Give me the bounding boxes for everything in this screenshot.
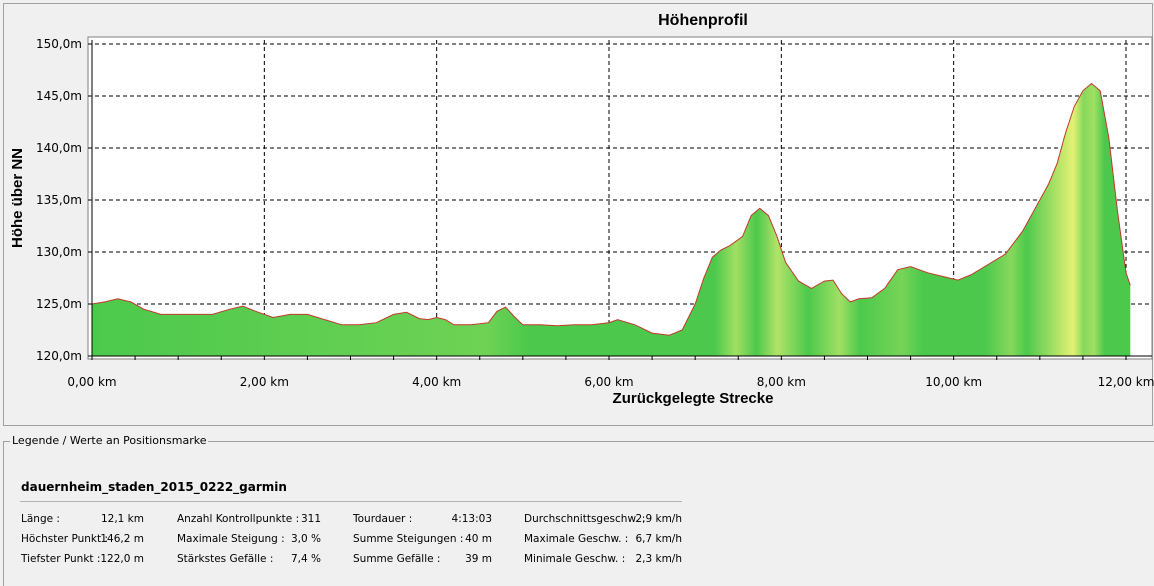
stat-value: 3,0 % xyxy=(290,533,321,545)
stat-value: 39 m xyxy=(465,553,492,565)
y-tick-label: 120,0m xyxy=(36,349,82,363)
stat-label: Maximale Geschw. : xyxy=(524,533,629,545)
elevation-chart: 0,00 km 2,00 km 4,00 km 6,00 km 8,00 km 10,00… xyxy=(9,12,1154,407)
stat-label: Länge : xyxy=(21,513,60,525)
stat-label: Durchschnittsgeschw. : xyxy=(524,513,646,525)
x-axis-label: Zurückgelegte Strecke xyxy=(613,390,774,407)
stat-label: Anzahl Kontrollpunkte : xyxy=(177,513,300,525)
x-tick-label: 12,00 km xyxy=(1098,375,1154,389)
stat-value: 4:13:03 xyxy=(451,513,492,525)
stat-value: 2,9 km/h xyxy=(635,513,682,525)
x-tick-label: 10,00 km xyxy=(925,375,982,389)
x-tick-label: 2,00 km xyxy=(240,375,289,389)
y-tick-label: 150,0m xyxy=(36,37,82,51)
stat-label: Summe Gefälle : xyxy=(353,553,441,565)
stat-value: 2,3 km/h xyxy=(635,553,682,565)
stat-value: 311 xyxy=(300,513,321,525)
stat-label: Summe Steigungen : xyxy=(353,533,464,545)
x-tick-label: 4,00 km xyxy=(412,375,461,389)
stat-label: Stärkstes Gefälle : xyxy=(177,553,274,565)
stat-label: Tourdauer : xyxy=(353,513,413,525)
stat-label: Höchster Punkt : xyxy=(21,533,108,545)
stat-label: Tiefster Punkt : xyxy=(21,553,101,565)
x-tick-label: 8,00 km xyxy=(757,375,806,389)
y-tick-label: 135,0m xyxy=(36,193,82,207)
y-tick-label: 145,0m xyxy=(36,89,82,103)
legend-group: Legende / Werte an Positionsmarke dauern… xyxy=(3,434,1154,586)
stat-value: 12,1 km xyxy=(100,513,144,525)
x-tick-label: 6,00 km xyxy=(584,375,633,389)
stat-label: Minimale Geschw. : xyxy=(524,553,626,565)
stat-value: 40 m xyxy=(465,533,492,545)
y-tick-label: 130,0m xyxy=(36,245,82,259)
stat-value: 6,7 km/h xyxy=(635,533,682,545)
elevation-chart-panel: 0,00 km 2,00 km 4,00 km 6,00 km 8,00 km 10,00… xyxy=(3,3,1154,426)
elevation-area xyxy=(92,83,1131,356)
chart-title: Höhenprofil xyxy=(658,12,748,29)
stat-label: Maximale Steigung : xyxy=(177,533,285,545)
track-name-divider xyxy=(20,501,682,502)
stat-value: 122,0 m xyxy=(100,553,144,565)
stat-value: 146,2 m xyxy=(100,533,144,545)
track-name: dauernheim_staden_2015_0222_garmin xyxy=(21,480,287,494)
y-tick-label: 125,0m xyxy=(36,297,82,311)
y-axis-label: Höhe über NN xyxy=(9,148,26,248)
stat-value: 7,4 % xyxy=(290,553,321,565)
elevation-line xyxy=(91,82,1131,336)
y-tick-label: 140,0m xyxy=(36,141,82,155)
legend-caption: Legende / Werte an Positionsmarke xyxy=(10,434,209,447)
x-tick-label: 0,00 km xyxy=(67,375,116,389)
